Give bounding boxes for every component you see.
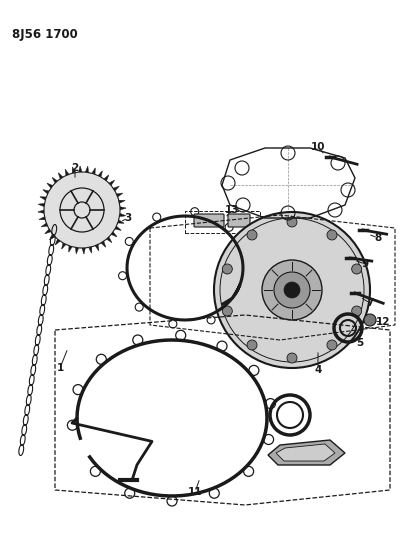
Polygon shape [85,166,88,173]
Text: 5: 5 [356,338,364,348]
Polygon shape [111,232,117,237]
Polygon shape [45,229,51,234]
Polygon shape [116,193,123,197]
Polygon shape [115,226,121,230]
Circle shape [327,340,337,350]
Polygon shape [52,177,58,183]
Circle shape [327,230,337,240]
Circle shape [364,314,376,326]
Circle shape [352,306,362,316]
Text: 10: 10 [311,142,325,152]
Circle shape [214,212,370,368]
Polygon shape [98,171,102,177]
Circle shape [287,353,297,363]
Circle shape [44,172,120,248]
Polygon shape [72,167,76,173]
Circle shape [284,282,300,298]
Text: 12: 12 [376,317,390,327]
Polygon shape [76,247,79,254]
Polygon shape [92,168,95,174]
Text: 4: 4 [314,365,322,375]
Circle shape [287,217,297,227]
Polygon shape [106,237,112,243]
Polygon shape [104,175,109,181]
Polygon shape [39,216,45,220]
Text: 2: 2 [71,163,79,173]
Polygon shape [40,197,46,200]
Polygon shape [95,245,99,251]
Circle shape [222,264,232,274]
Polygon shape [38,204,44,207]
Text: 1: 1 [56,363,64,373]
Text: 8: 8 [374,233,382,243]
Text: 13: 13 [225,205,239,215]
Polygon shape [69,246,72,252]
Polygon shape [276,444,335,461]
Polygon shape [43,190,49,194]
Polygon shape [120,207,126,210]
Circle shape [222,306,232,316]
Polygon shape [101,241,106,247]
Polygon shape [38,210,44,213]
Polygon shape [65,169,69,175]
Circle shape [262,260,322,320]
Text: 8J56 1700: 8J56 1700 [12,28,78,41]
Text: 7: 7 [366,298,374,308]
Circle shape [247,340,257,350]
Polygon shape [62,243,66,249]
Polygon shape [47,183,53,188]
Polygon shape [41,223,48,227]
Polygon shape [109,180,114,185]
Circle shape [274,272,310,308]
Polygon shape [50,235,55,240]
Polygon shape [82,248,85,254]
Polygon shape [88,247,92,253]
Polygon shape [119,200,125,204]
Polygon shape [268,440,345,465]
Text: 11: 11 [188,487,202,497]
Circle shape [247,230,257,240]
Polygon shape [113,186,119,191]
Polygon shape [58,173,63,179]
FancyBboxPatch shape [228,214,250,227]
Text: 3: 3 [124,213,132,223]
FancyBboxPatch shape [194,214,224,227]
Polygon shape [118,220,124,223]
Polygon shape [55,239,60,245]
Text: 9: 9 [362,259,368,269]
Polygon shape [79,166,82,172]
Circle shape [352,264,362,274]
Polygon shape [120,213,126,216]
